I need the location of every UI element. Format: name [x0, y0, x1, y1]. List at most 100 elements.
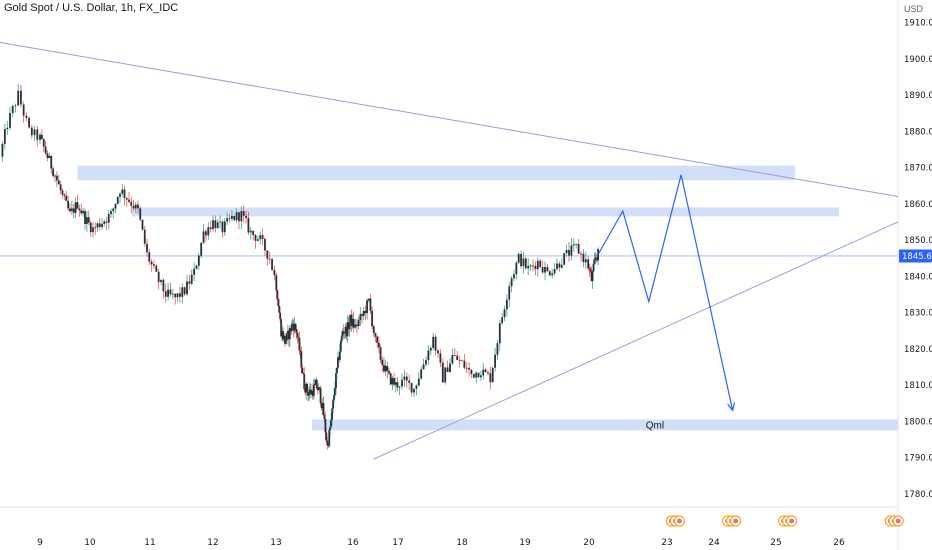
candle-body	[332, 399, 335, 409]
candle-body	[341, 331, 344, 336]
y-tick-label: 1810.00	[904, 381, 932, 391]
candle-body	[238, 212, 240, 222]
x-tick-label: 17	[392, 538, 403, 548]
candle-body	[209, 227, 212, 230]
candle-body	[25, 115, 28, 118]
candle-body	[325, 432, 328, 441]
x-tick-label: 25	[770, 538, 781, 548]
candle-body	[52, 168, 55, 176]
candle-body	[361, 314, 363, 316]
x-tick-label: 24	[708, 538, 720, 548]
candle-body	[587, 259, 590, 269]
candle-body	[446, 367, 449, 372]
candle-body	[107, 214, 110, 223]
candle-body	[287, 330, 290, 340]
y-tick-label: 1890.00	[904, 91, 932, 101]
candle-body	[44, 146, 47, 154]
candle-body	[176, 293, 179, 298]
event-icon-dot	[676, 518, 682, 524]
candle-body	[556, 263, 558, 270]
candle-body	[205, 231, 207, 236]
candle-body	[89, 222, 92, 233]
candle-body	[282, 331, 284, 340]
candle-body	[458, 360, 461, 361]
candle-body	[590, 271, 593, 282]
candle-body	[94, 227, 97, 229]
candle-body	[46, 153, 49, 158]
candle-body	[3, 129, 6, 144]
y-tick-label: 1850.00	[904, 236, 932, 246]
candle-body	[112, 208, 115, 212]
candle-body	[313, 384, 316, 386]
candle-body	[594, 257, 597, 260]
candle-body	[171, 293, 174, 295]
candle-body	[82, 211, 85, 214]
candle-body	[415, 385, 418, 389]
candle-body	[461, 360, 463, 362]
event-icon-dot	[895, 518, 901, 524]
candle-body	[352, 318, 355, 328]
candle-body	[591, 271, 594, 282]
candle-body	[235, 212, 238, 221]
candle-body	[327, 445, 330, 446]
candle-body	[130, 201, 133, 206]
candle-body	[266, 250, 269, 259]
candle-body	[339, 340, 342, 352]
upper-trendline	[0, 41, 899, 197]
candle-body	[376, 336, 379, 343]
candle-body	[281, 331, 283, 337]
event-icon[interactable]	[884, 515, 904, 527]
candle-body	[347, 322, 350, 329]
candle-body	[39, 134, 41, 140]
candle-body	[480, 375, 482, 378]
x-tick-label: 16	[347, 538, 359, 548]
x-tick-label: 18	[456, 538, 468, 548]
projection-arrowhead	[727, 402, 736, 412]
candle-body	[403, 376, 406, 380]
candle-body	[348, 322, 351, 329]
candle-body	[40, 134, 43, 140]
candle-body	[72, 208, 75, 213]
candle-body	[6, 127, 9, 130]
event-icon[interactable]	[777, 515, 798, 527]
candle-body	[377, 342, 380, 348]
candle-body	[498, 323, 501, 344]
candle-body	[536, 260, 539, 270]
candle-body	[427, 350, 430, 361]
candle-body	[78, 208, 81, 211]
candle-body	[394, 382, 397, 385]
candle-body	[261, 235, 264, 239]
candle-body	[410, 382, 413, 393]
candle-body	[510, 278, 513, 287]
candle-body	[317, 387, 320, 391]
candle-body	[337, 357, 339, 368]
candle-body	[231, 215, 233, 219]
x-tick-label: 19	[519, 538, 531, 548]
candle-body	[491, 367, 494, 383]
candle-body	[350, 314, 353, 326]
event-icon[interactable]	[665, 515, 686, 527]
candle-body	[316, 388, 319, 391]
candle-body	[343, 332, 346, 334]
candle-body	[139, 208, 142, 220]
candle-body	[388, 370, 390, 374]
candle-body	[451, 355, 454, 364]
candle-body	[362, 310, 365, 316]
candle-body	[150, 261, 153, 265]
candle-body	[444, 367, 447, 383]
candle-body	[143, 229, 146, 244]
candle-body	[288, 328, 291, 340]
event-icon[interactable]	[721, 515, 742, 527]
x-tick-label: 10	[84, 538, 96, 548]
candle-body	[315, 379, 318, 389]
candle-body	[304, 389, 307, 393]
candle-body	[190, 274, 193, 284]
candle-body	[141, 219, 144, 230]
candle-body	[134, 204, 137, 209]
projection-path	[597, 174, 734, 411]
candle-body	[228, 218, 231, 220]
candle-body	[271, 259, 273, 270]
candle-body	[379, 347, 382, 360]
